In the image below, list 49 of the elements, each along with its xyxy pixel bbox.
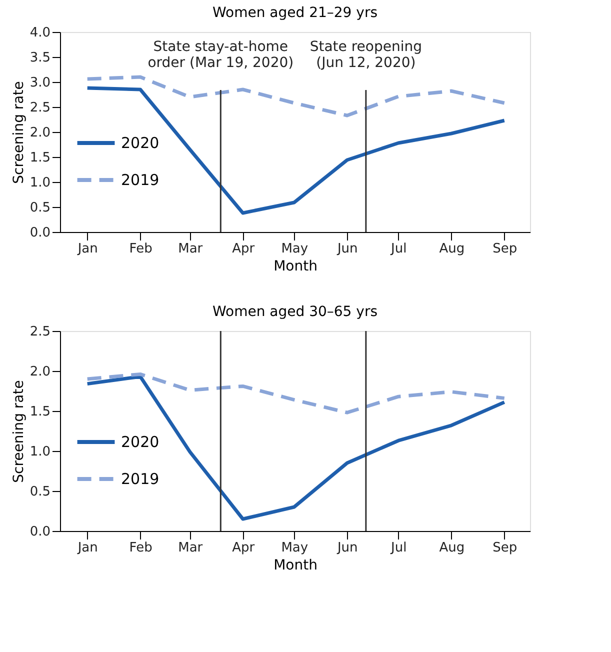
x-tick-label: Apr bbox=[232, 540, 256, 556]
x-tick-label: Jul bbox=[390, 540, 407, 556]
y-tick-label: 0.5 bbox=[30, 484, 50, 500]
y-tick-label: 1.0 bbox=[30, 444, 50, 460]
y-tick-label: 3.5 bbox=[30, 50, 50, 66]
y-axis-title: Screening rate bbox=[10, 380, 27, 483]
ref-line-label: State reopening (Jun 12, 2020) bbox=[310, 39, 422, 71]
chart-title: Women aged 21–29 yrs bbox=[212, 5, 378, 21]
x-tick-label: Sep bbox=[492, 540, 518, 556]
x-tick-label: Aug bbox=[439, 540, 465, 556]
x-tick-label: May bbox=[281, 540, 308, 556]
y-tick-label: 2.0 bbox=[30, 126, 50, 140]
x-tick-label: Jun bbox=[336, 242, 358, 256]
y-tick-label: 0.0 bbox=[30, 226, 50, 240]
legend-label: 2020 bbox=[121, 134, 160, 152]
x-axis-title: Month bbox=[274, 558, 318, 574]
x-tick-label: Apr bbox=[232, 242, 256, 256]
y-tick-label: 0.0 bbox=[30, 524, 50, 540]
x-tick-label: Jan bbox=[76, 242, 98, 256]
chart-title: Women aged 30–65 yrs bbox=[212, 304, 378, 320]
line-series bbox=[86, 86, 506, 215]
y-tick-label: 1.5 bbox=[30, 150, 50, 166]
x-axis-title: Month bbox=[274, 258, 318, 274]
y-axis-title: Screening rate bbox=[10, 81, 27, 184]
x-tick-label: Feb bbox=[129, 540, 152, 556]
y-tick-label: 2.5 bbox=[30, 324, 50, 340]
legend-label: 2019 bbox=[121, 470, 160, 488]
y-tick-label: 3.0 bbox=[30, 76, 50, 90]
x-tick-label: Feb bbox=[129, 242, 152, 256]
y-tick-label: 1.5 bbox=[30, 404, 50, 420]
y-tick-label: 2.5 bbox=[30, 100, 50, 116]
line-series bbox=[86, 372, 506, 414]
ref-line-label: State stay-at-home order (Mar 19, 2020) bbox=[148, 39, 294, 71]
x-tick-label: Mar bbox=[178, 242, 204, 256]
x-tick-label: Sep bbox=[492, 242, 518, 256]
x-tick-label: May bbox=[281, 242, 308, 256]
y-tick-label: 2.0 bbox=[30, 364, 50, 380]
line-series bbox=[86, 75, 506, 118]
x-tick-label: Aug bbox=[439, 242, 465, 256]
legend-label: 2020 bbox=[121, 433, 160, 451]
y-tick-label: 4.0 bbox=[30, 26, 50, 40]
x-tick-label: Mar bbox=[178, 540, 204, 556]
x-tick-label: Jul bbox=[390, 242, 407, 256]
legend-label: 2019 bbox=[121, 171, 160, 189]
line-series bbox=[86, 374, 506, 521]
y-tick-label: 1.0 bbox=[30, 176, 50, 190]
x-tick-label: Jun bbox=[336, 540, 358, 556]
x-tick-label: Jan bbox=[76, 540, 98, 556]
y-tick-label: 0.5 bbox=[30, 200, 50, 216]
